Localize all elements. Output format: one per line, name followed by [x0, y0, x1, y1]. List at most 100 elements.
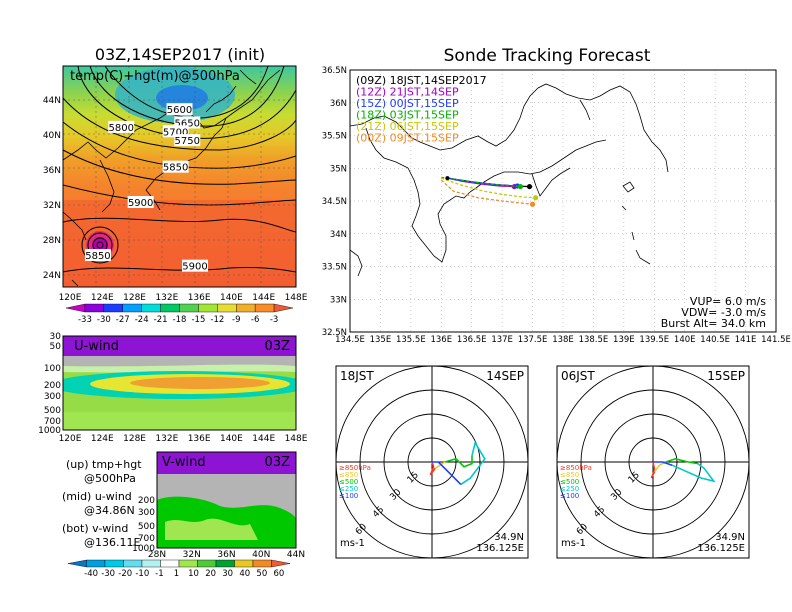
u-wind-surface	[63, 412, 296, 430]
colorbar-swatch	[178, 559, 198, 568]
colorbar-tick: 60	[274, 569, 285, 579]
colorbar-swatch	[123, 559, 143, 568]
lat-tick-label: 33N	[330, 295, 347, 305]
note-bot-sub: @136.11E	[84, 536, 140, 549]
track-frame	[349, 69, 777, 333]
colorbar-tick: -6	[251, 315, 259, 325]
colorbar-tick: 40	[239, 569, 250, 579]
lon-tick-label: 138.5E	[579, 335, 609, 345]
v-wind-light-area	[165, 518, 258, 540]
u-wind-frame	[62, 335, 297, 431]
colorbar-tick: -3	[270, 315, 278, 325]
contour-label: 5700	[163, 127, 188, 138]
note-up: (up) tmp+hgt	[66, 458, 142, 471]
note-mid: (mid) u-wind	[62, 490, 132, 503]
lon-tick-label: 132E	[155, 434, 178, 444]
colorbar-swatch	[179, 303, 199, 313]
colorbar-tick: 10	[188, 569, 199, 579]
map-panel: 03Z,14SEP2017 (init)	[43, 45, 308, 325]
lat-tick-label: 32N	[183, 550, 201, 560]
colorbar-swatch	[67, 559, 87, 568]
u-wind-lon-ticks: 120E 124E 128E 132E 136E 140E 144E 148E	[59, 434, 308, 444]
level-tick-label: 300	[44, 392, 61, 402]
v-wind-frame	[156, 451, 297, 549]
temperature-colorbar: -33 -30 -27 -24 -21 -18 -15 -12 -9 -6 -3	[65, 303, 294, 325]
level-legend-entry: ≤250	[560, 485, 579, 493]
track-legend: (09Z) 18JST,14SEP2017(12Z) 21JST,14SEP(1…	[356, 74, 487, 145]
contour-label: 5600	[167, 105, 192, 116]
colorbar-tick: 50	[256, 569, 267, 579]
colorbar-tick: -15	[191, 315, 205, 325]
colorbar-swatch	[104, 559, 124, 568]
lon-tick-label: 135.5E	[396, 335, 426, 345]
hodograph-trace	[444, 455, 473, 468]
launch-point	[445, 176, 450, 181]
note-bot: (bot) v-wind	[62, 522, 128, 535]
level-legend-entry: ≥850hPa	[560, 464, 592, 472]
level-legend-entry: ≤100	[560, 492, 579, 500]
colorbar-tick: 1	[174, 569, 179, 579]
track-graticule	[350, 70, 776, 332]
v-wind-time: 03Z	[265, 455, 291, 470]
u-wind-time: 03Z	[265, 339, 291, 354]
burst-readout: Burst Alt= 34.0 km	[661, 317, 766, 330]
colorbar-swatch	[217, 303, 237, 313]
lat-tick-label: 35.5N	[322, 132, 347, 142]
level-tick-label: 200	[44, 381, 61, 391]
colorbar-tick: -30	[97, 315, 111, 325]
colorbar-swatch	[215, 559, 235, 568]
lat-tick-label: 36N	[43, 166, 61, 176]
u-wind-gray-band	[63, 356, 296, 367]
level-legend-entry: ≤850	[339, 471, 358, 479]
lon-tick-label: 120E	[59, 293, 82, 303]
lat-tick-label: 36N	[217, 550, 235, 560]
level-legend-entry: ≤500	[560, 478, 579, 486]
lon-tick-label: 136E	[430, 335, 452, 345]
colorbar-swatch	[65, 303, 86, 313]
lon-tick-label: 139E	[613, 335, 635, 345]
lon-tick-label: 134.5E	[335, 335, 365, 345]
level-tick-label: 50	[50, 342, 62, 352]
hodo-unit: ms-1	[340, 538, 365, 549]
level-legend-entry: ≥850hPa	[339, 464, 371, 472]
track-lon-ticks: 134.5E 135E 135.5E 136E 136.5E 137E 137.5E 138E…	[335, 335, 791, 345]
lon-tick-label: 137.5E	[518, 335, 548, 345]
colorbar-swatch	[141, 303, 161, 313]
track-title: Sonde Tracking Forecast	[444, 46, 651, 66]
colorbar-swatch	[234, 559, 254, 568]
lon-tick-label: 148E	[285, 434, 308, 444]
landing-point	[533, 195, 539, 201]
contour-label-bg	[127, 196, 154, 209]
lon-tick-label: 128E	[123, 434, 146, 444]
lon-tick-label: 140E	[220, 293, 243, 303]
japan-coastline	[350, 83, 669, 277]
lon-tick-label: 132E	[155, 293, 178, 303]
hodo-lon: 136.125E	[476, 543, 524, 554]
contour-label: 5900	[182, 262, 207, 273]
lon-tick-label: 138E	[552, 335, 574, 345]
lat-tick-label: 35N	[330, 164, 347, 174]
hodograph-trace	[434, 461, 446, 470]
hodograph-trace	[429, 461, 436, 476]
contour-label: 5650	[175, 118, 200, 129]
colorbar-tick: -10	[135, 569, 149, 579]
u-wind-light-band	[63, 364, 296, 373]
hodo-time: 18JST	[340, 369, 374, 383]
legend-entry: (15Z) 00JST,15SEP	[356, 97, 459, 110]
track-line	[440, 179, 533, 205]
legend-entry: (12Z) 21JST,14SEP	[356, 86, 459, 99]
contour-label-bg	[108, 120, 135, 133]
colorbar-tick: -33	[78, 315, 92, 325]
contour-label-bg	[174, 134, 201, 147]
lat-tick-label: 36N	[330, 99, 347, 109]
lon-tick-label: 136.5E	[457, 335, 487, 345]
lon-tick-label: 128E	[123, 293, 146, 303]
lon-tick-label: 120E	[59, 434, 82, 444]
track-line	[441, 176, 521, 188]
level-tick-label: 100	[44, 364, 61, 374]
lon-tick-label: 137E	[491, 335, 513, 345]
